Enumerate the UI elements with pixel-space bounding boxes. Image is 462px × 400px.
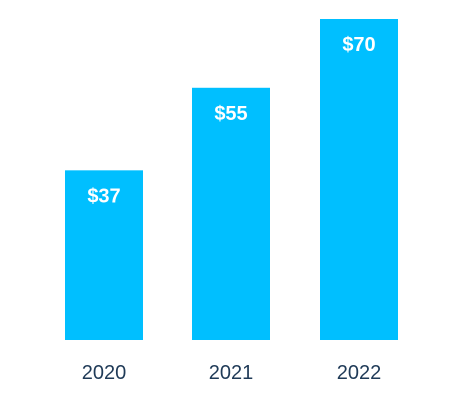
x-tick-label-2020: 2020 [82, 362, 127, 384]
x-tick-label-2022: 2022 [337, 362, 382, 384]
bar-2022 [320, 19, 398, 340]
value-label-2020: $37 [87, 185, 120, 207]
value-label-2021: $55 [214, 103, 247, 125]
x-axis-ticks-group: 2020 2021 2022 [82, 362, 382, 384]
bars-group [65, 19, 398, 341]
bar-2021 [192, 87, 270, 341]
x-tick-label-2021: 2021 [209, 362, 254, 384]
value-labels-group: $37 $55 $70 [87, 34, 375, 207]
value-label-2022: $70 [342, 34, 375, 56]
bar-2020 [65, 170, 143, 340]
